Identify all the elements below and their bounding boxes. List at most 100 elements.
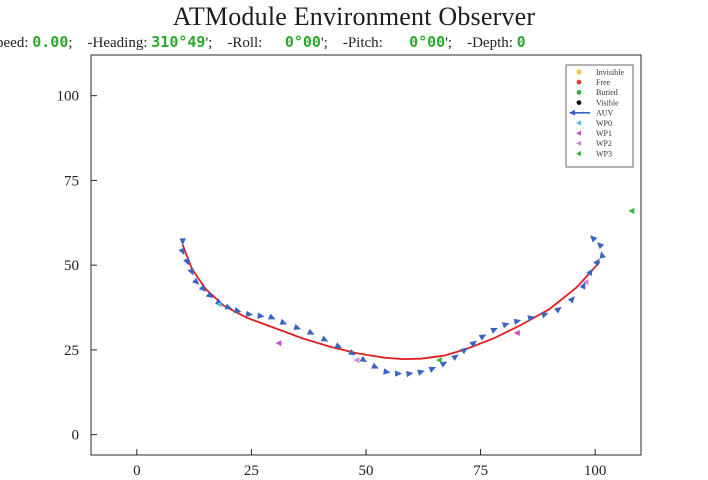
auv-path-marker	[439, 361, 448, 368]
legend-label: Visible	[596, 98, 619, 107]
legend-dot-icon	[576, 90, 582, 95]
auv-path-marker	[554, 306, 562, 314]
auv-path-marker	[460, 347, 468, 355]
plot-frame	[90, 54, 642, 456]
legend-label: WP2	[596, 139, 612, 148]
x-axis: 0 25 50 75 100	[133, 449, 606, 479]
legend-arrowhead-icon	[569, 109, 575, 116]
auv-path-marker	[590, 235, 598, 243]
auv-path-marker	[527, 315, 535, 322]
auv-path-marker	[596, 241, 605, 250]
auv-path-layer	[178, 235, 606, 378]
auv-path-marker	[178, 247, 185, 256]
auv-path-marker	[267, 313, 276, 320]
auv-path-marker	[198, 284, 207, 292]
legend-label: Free	[596, 78, 611, 87]
legend-label: AUV	[596, 109, 614, 118]
auv-path-marker	[490, 327, 498, 334]
y-tick-label: 25	[64, 343, 79, 359]
separator: ';	[320, 35, 340, 51]
speed-value: 0.00	[32, 33, 69, 51]
legend-triangle-icon	[576, 130, 581, 136]
separator: ';	[445, 35, 464, 51]
auv-path-marker	[187, 267, 194, 276]
separator: ';	[205, 35, 224, 51]
legend-triangle-icon	[576, 151, 581, 157]
waypoint-marker-wp2	[582, 279, 589, 286]
heading-label: -Heading:	[87, 35, 148, 51]
waypoint-marker-wp0	[215, 301, 222, 308]
legend-dot-icon	[576, 100, 582, 105]
heading-value: 310°49	[151, 33, 206, 51]
waypoint-marker-wp1	[513, 330, 520, 336]
pitch-value: 0°00	[409, 33, 446, 51]
auv-path-marker	[478, 334, 487, 341]
legend-dot-icon	[576, 69, 582, 75]
legend-label: Invisible	[596, 68, 624, 77]
fitted-curve-line	[181, 244, 601, 361]
auv-path-marker	[233, 306, 242, 314]
auv-path-marker	[359, 355, 368, 363]
auv-path-marker	[371, 362, 379, 369]
auv-path-marker	[334, 342, 343, 349]
roll-label: -Roll:	[227, 35, 263, 51]
waypoint-marker-wp1	[275, 340, 282, 347]
auv-path-marker	[245, 310, 254, 318]
roll-value: 0°00	[284, 33, 321, 51]
auv-path-marker	[417, 369, 425, 376]
legend-label: WP1	[596, 129, 612, 138]
auv-path-marker	[179, 238, 186, 246]
auv-path-marker	[205, 291, 214, 299]
window-title: ATModule Environment Observer	[172, 2, 536, 31]
x-tick-label: 0	[133, 463, 141, 479]
separator: ;	[68, 35, 84, 51]
auv-path-marker	[183, 257, 189, 266]
legend-triangle-icon	[576, 120, 581, 126]
y-tick-label: 0	[72, 428, 80, 444]
waypoint-marker-wp3	[628, 207, 635, 214]
speed-label: peed:	[0, 35, 29, 51]
auv-path-marker	[293, 323, 302, 330]
auv-path-marker	[599, 251, 606, 259]
y-tick-label: 75	[64, 173, 79, 189]
auv-path-marker	[192, 277, 200, 285]
y-tick-label: 100	[57, 89, 80, 105]
auv-path-marker	[567, 296, 575, 304]
fitted-curve-layer	[181, 244, 601, 361]
y-axis: 0 25 50 75 100	[57, 89, 97, 444]
auv-path-marker	[502, 322, 510, 329]
auv-path-marker	[451, 354, 459, 362]
auv-path-marker	[540, 312, 549, 319]
legend-dot-icon	[576, 79, 582, 85]
waypoint-layer	[215, 207, 635, 364]
legend-label: WP3	[596, 149, 612, 158]
depth-value: 0	[516, 33, 526, 51]
waypoint-marker-wp3	[435, 357, 442, 364]
auv-path-marker	[579, 281, 586, 290]
auv-path-marker	[279, 318, 288, 325]
x-tick-label: 50	[359, 463, 374, 479]
auv-path-marker	[513, 318, 522, 325]
legend-label: WP0	[596, 119, 612, 128]
auv-path-marker	[428, 366, 437, 373]
auv-path-marker	[306, 328, 315, 335]
auv-path-marker	[224, 303, 233, 310]
x-tick-label: 75	[473, 463, 488, 479]
x-tick-label: 25	[244, 463, 259, 479]
telemetry-status-bar: peed: 0.00; -Heading: 310°49'; -Roll: 0°…	[0, 33, 708, 52]
auv-path-marker	[586, 268, 593, 277]
auv-path-marker	[593, 258, 600, 267]
auv-path-marker	[257, 312, 265, 319]
auv-path-marker	[406, 370, 414, 378]
auv-path-marker	[395, 370, 403, 377]
auv-path-marker	[469, 340, 477, 348]
pitch-label: -Pitch:	[342, 35, 383, 51]
waypoint-marker-wp2	[353, 357, 360, 364]
auv-path-marker	[320, 335, 329, 342]
depth-label: -Depth:	[467, 35, 513, 51]
legend-triangle-icon	[576, 140, 581, 146]
x-tick-label: 100	[584, 463, 607, 479]
auv-path-marker	[348, 349, 356, 356]
